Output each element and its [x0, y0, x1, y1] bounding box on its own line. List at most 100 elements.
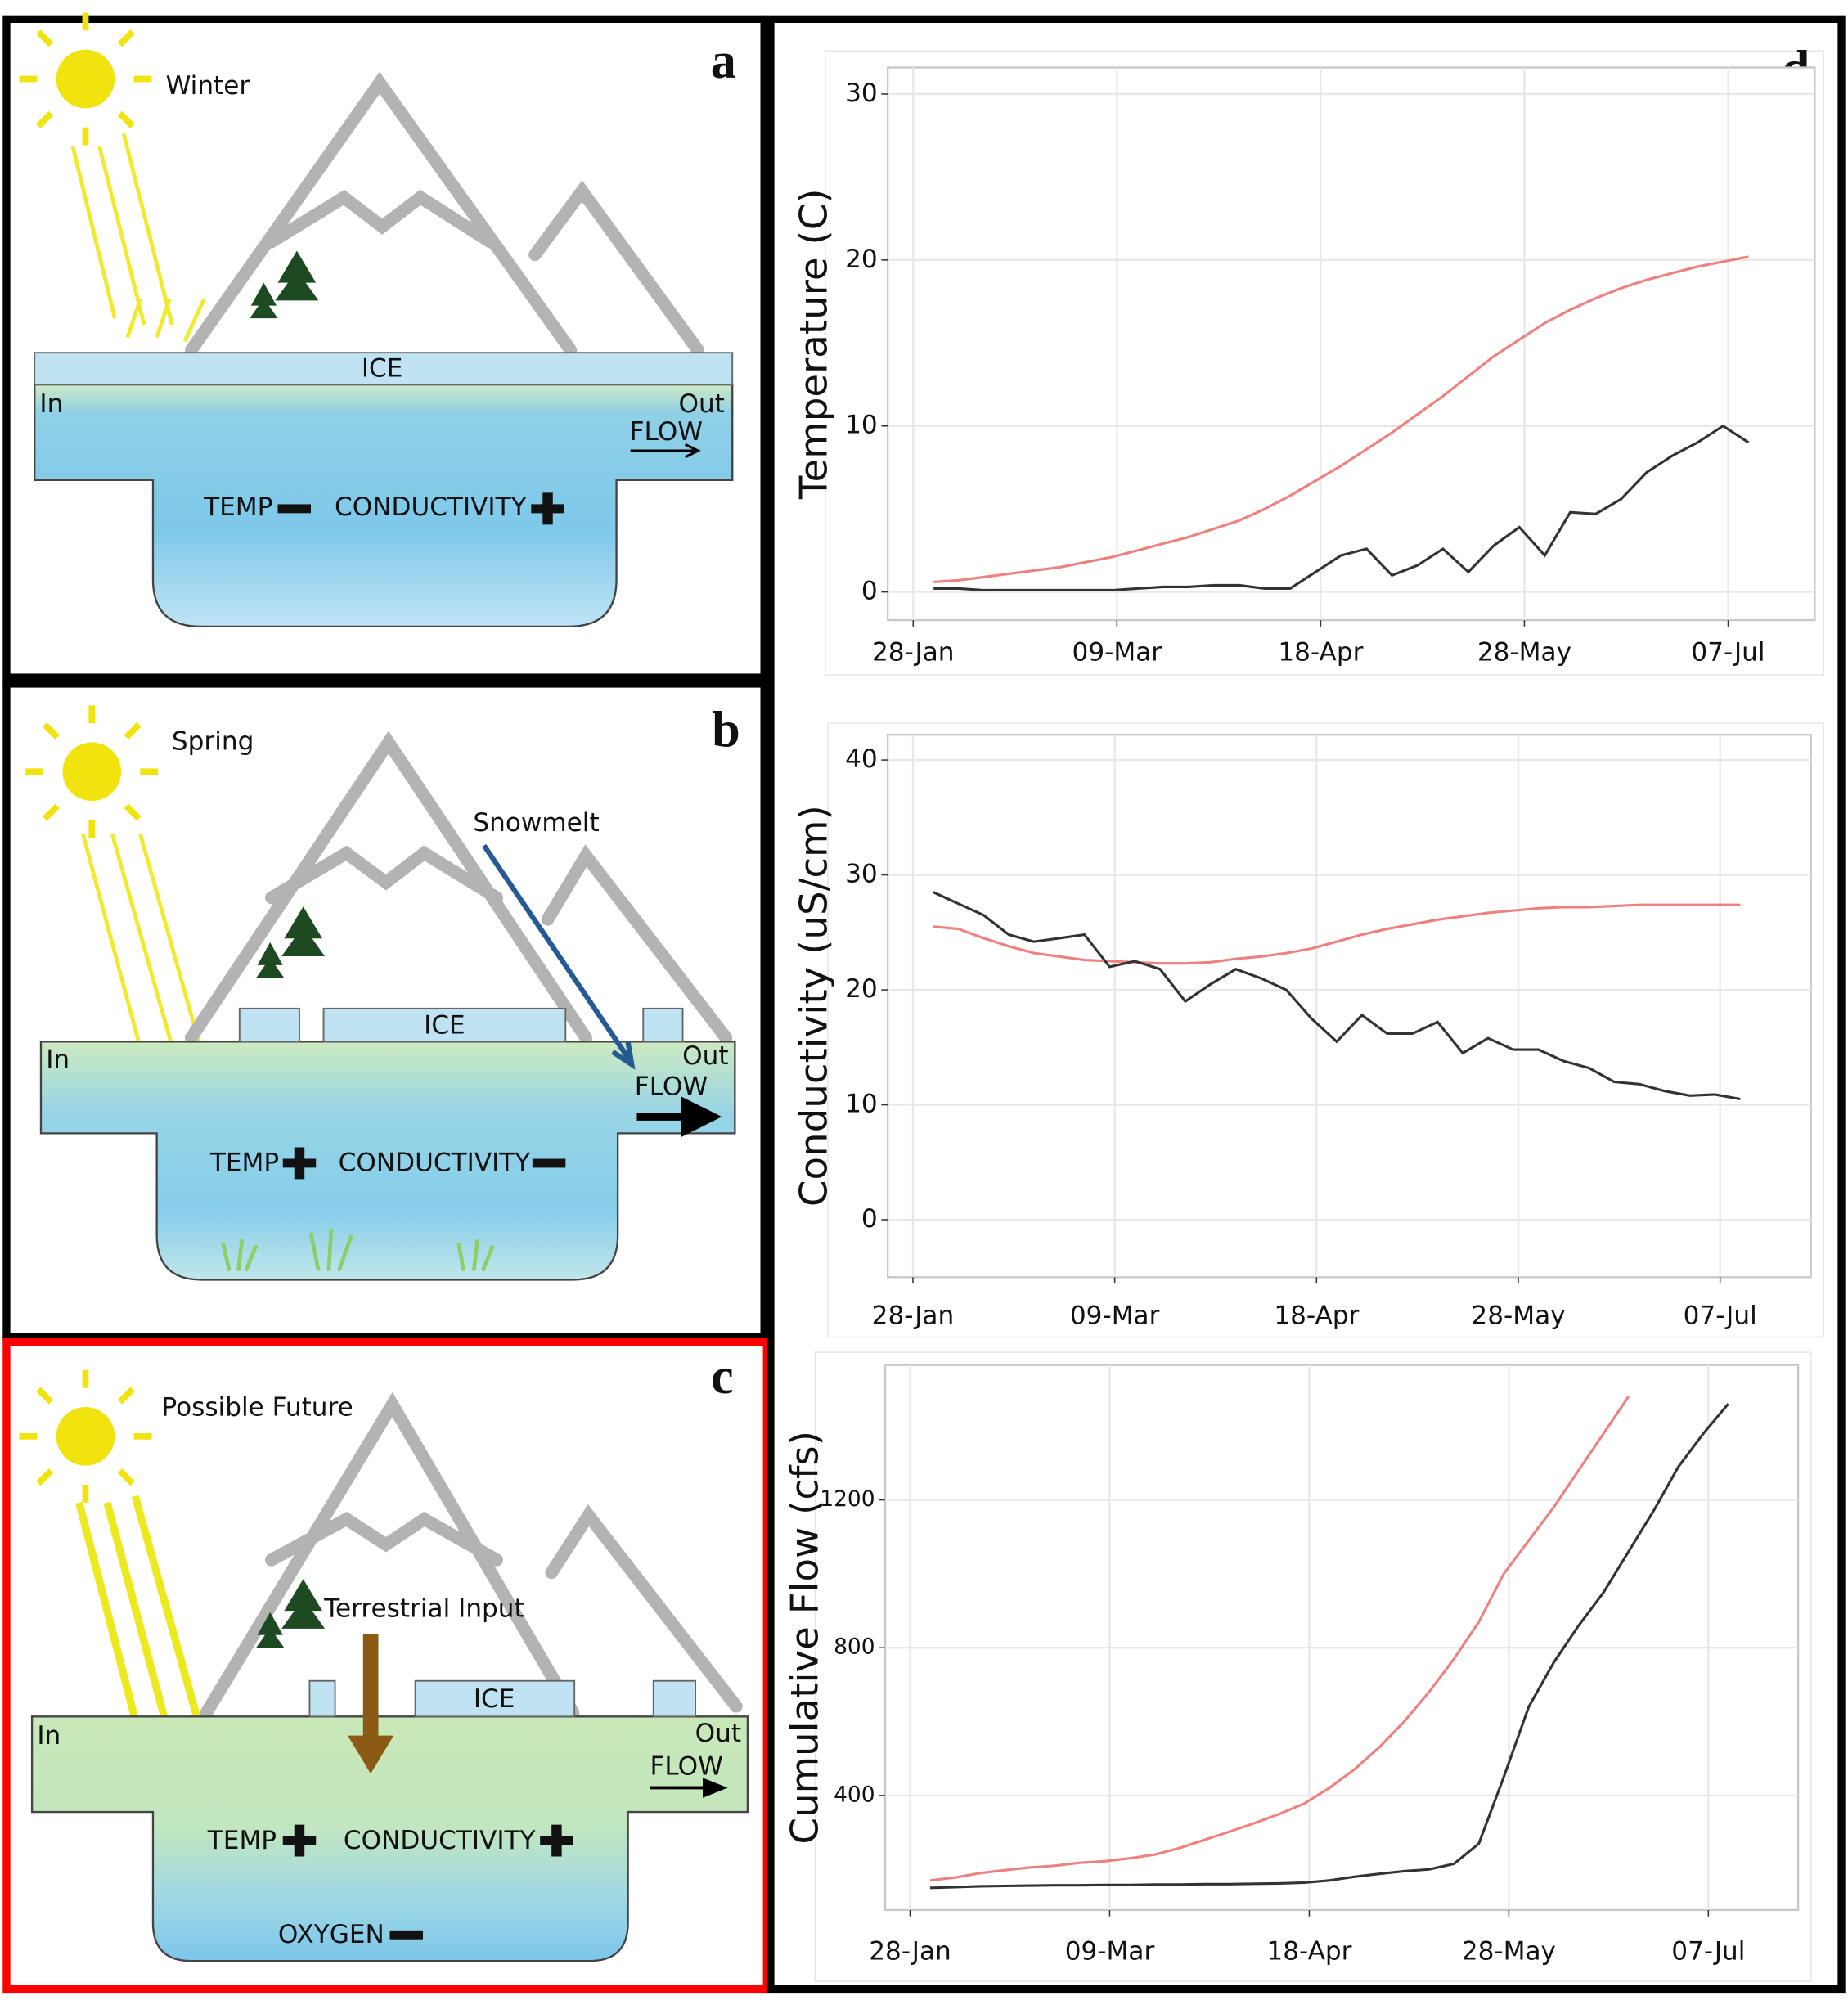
temp-label: TEMP: [209, 1149, 279, 1178]
y-axis-label: Cumulative Flow (cfs): [784, 1431, 828, 1845]
lake: [30, 1715, 749, 1962]
temp-label: TEMP: [207, 1826, 277, 1855]
flow-label: FLOW: [630, 417, 703, 447]
x-tick-label: 28-May: [1477, 638, 1571, 668]
trees: [250, 250, 319, 319]
x-tick-label: 09-Mar: [1065, 1936, 1155, 1966]
conductivity-label: CONDUCTIVITY: [344, 1826, 537, 1855]
plus-sign: [531, 492, 564, 525]
ice: [642, 1007, 684, 1043]
mountain: [184, 71, 704, 357]
panel-label: b: [712, 702, 740, 757]
oxygen-label: OXYGEN: [278, 1920, 384, 1949]
y-tick-label: 1200: [820, 1486, 875, 1512]
x-tick-label: 28-Jan: [872, 1301, 955, 1331]
y-axis-label: Temperature (C): [792, 188, 836, 500]
panel-c: ICE Terrestrial Input In Out FLOW TEMP C…: [2, 1338, 771, 1994]
conductivity-label: CONDUCTIVITY: [335, 492, 528, 522]
y-tick-label: 0: [861, 577, 878, 606]
y-tick-label: 40: [845, 744, 878, 774]
season-label: Possible Future: [161, 1393, 353, 1423]
x-tick-label: 28-May: [1471, 1301, 1565, 1331]
y-tick-label: 0: [861, 1204, 878, 1234]
x-tick-label: 28-Jan: [869, 1936, 951, 1966]
y-tick-label: 20: [845, 245, 878, 274]
flow-label: FLOW: [650, 1752, 722, 1782]
ice: [238, 1007, 300, 1043]
panel-label: a: [711, 34, 736, 89]
x-tick-label: 09-Mar: [1072, 638, 1162, 668]
ice-label: ICE: [424, 1011, 465, 1041]
snowmelt-label: Snowmelt: [473, 808, 599, 838]
panel-d: d 28-Jan09-Mar18-Apr28-May07-Jul0102030T…: [767, 15, 1846, 1994]
x-tick-label: 28-Jan: [872, 638, 955, 668]
line: [933, 255, 1749, 583]
minus-sign: [389, 1930, 423, 1940]
line: [929, 1403, 1729, 1890]
mountain: [184, 731, 733, 1045]
y-tick-label: 10: [845, 1090, 878, 1119]
in-label: In: [37, 1721, 61, 1751]
sunlight: [70, 133, 206, 343]
out-label: Out: [695, 1719, 741, 1748]
plants: [221, 1228, 495, 1272]
y-tick-label: 10: [845, 411, 878, 440]
ice: [308, 1679, 336, 1718]
x-tick-label: 18-Apr: [1274, 1301, 1359, 1331]
lake: [34, 383, 734, 628]
y-tick-label: 30: [845, 860, 878, 889]
in-label: In: [39, 389, 63, 419]
plus-sign: [282, 1824, 317, 1857]
mountain: [200, 1391, 743, 1720]
x-tick-label: 28-May: [1462, 1936, 1556, 1966]
line: [929, 1396, 1630, 1882]
plot-area: [884, 1364, 1800, 1912]
minus-sign: [532, 1158, 566, 1168]
flow-arrow: [650, 1778, 728, 1798]
line: [933, 903, 1741, 965]
minus-sign: [277, 504, 311, 514]
sun: [19, 1369, 152, 1503]
x-tick-label: 18-Apr: [1278, 638, 1363, 668]
trees: [256, 1579, 326, 1648]
input-arrow: [348, 1634, 394, 1774]
line: [933, 891, 1741, 1101]
y-axis-label: Conductivity (uS/cm): [792, 805, 836, 1207]
ice: [322, 1007, 567, 1043]
x-tick-label: 18-Apr: [1266, 1936, 1351, 1966]
ice: [34, 352, 734, 386]
sun: [25, 705, 159, 838]
in-label: In: [46, 1045, 70, 1075]
season-label: Winter: [166, 71, 250, 101]
ice: [414, 1679, 576, 1718]
trees: [256, 906, 326, 978]
line: [933, 424, 1750, 592]
ice-label: ICE: [474, 1684, 515, 1714]
x-tick-label: 07-Jul: [1671, 1936, 1745, 1966]
chart-frame: [814, 1351, 1812, 1982]
panel-a: ICE In Out FLOW TEMP CONDUCTIVITY Winter…: [2, 12, 768, 681]
plot-area: [886, 66, 1816, 622]
x-tick-label: 09-Mar: [1070, 1301, 1160, 1331]
out-label: Out: [682, 1041, 728, 1071]
x-tick-label: 07-Jul: [1691, 638, 1765, 668]
snowmelt-arrow: [482, 843, 636, 1070]
temp-label: TEMP: [203, 492, 272, 522]
sun: [19, 12, 152, 146]
lake: [39, 1041, 736, 1281]
panel-b: ICE Snowmelt In Out FLOW TEMP CONDUCTIVI…: [2, 680, 768, 1342]
y-tick-label: 400: [834, 1782, 875, 1807]
plus-sign: [540, 1824, 573, 1857]
chart-frame: [825, 50, 1825, 676]
flow-arrow: [630, 443, 701, 459]
chart-frame: [827, 722, 1825, 1338]
terrestrial-input-label: Terrestrial Input: [323, 1594, 524, 1624]
y-tick-label: 20: [845, 974, 878, 1004]
ice: [652, 1679, 697, 1718]
panel-label: c: [711, 1349, 734, 1405]
conductivity-label: CONDUCTIVITY: [339, 1149, 532, 1178]
y-tick-label: 800: [834, 1634, 875, 1660]
y-tick-label: 30: [845, 79, 878, 108]
out-label: Out: [678, 389, 724, 419]
